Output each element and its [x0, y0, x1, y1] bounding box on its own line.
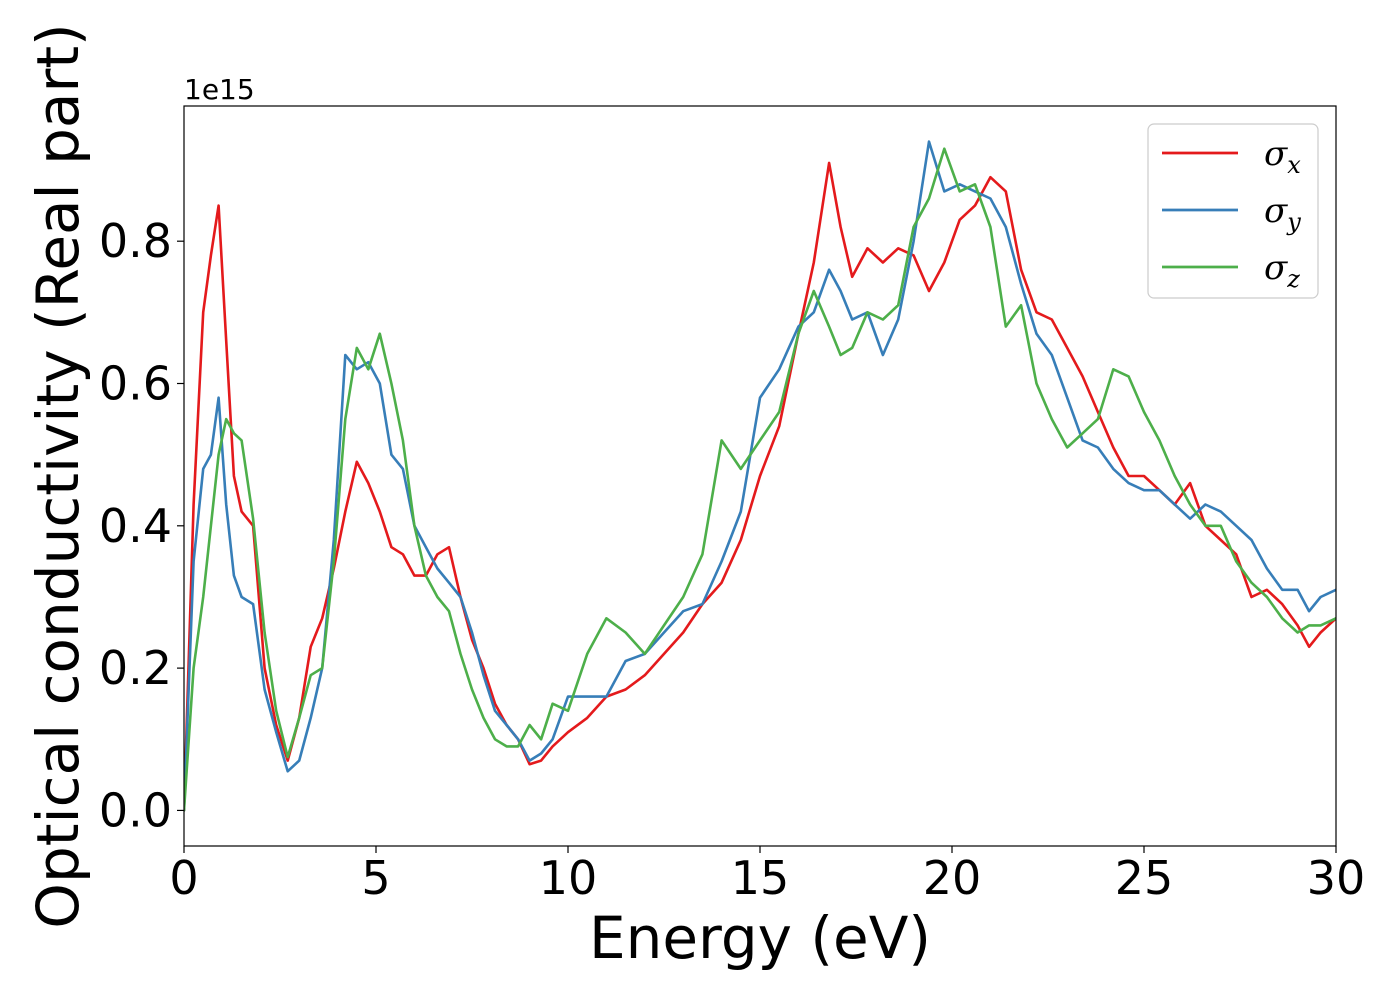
legend: σx σy σz	[1147, 123, 1319, 299]
x-tick-label: 30	[1307, 851, 1366, 905]
x-axis: 0 5 10 15 20 25 30	[169, 846, 1365, 905]
x-tick-label: 20	[923, 851, 982, 905]
x-tick-label: 5	[361, 851, 390, 905]
series-line-x	[184, 161, 1336, 812]
y-offset-label: 1e15	[184, 73, 255, 106]
y-tick-label: 0.6	[99, 357, 172, 411]
series-line-y	[184, 140, 1336, 812]
x-tick-label: 15	[731, 851, 790, 905]
x-tick-label: 10	[539, 851, 598, 905]
y-axis: 0.0 0.2 0.4 0.6 0.8	[99, 214, 184, 837]
legend-label-x: σx	[1264, 134, 1301, 179]
x-axis-title: Energy (eV)	[589, 904, 931, 972]
y-axis-title: Optical conductivity (Real part)	[24, 23, 92, 928]
y-tick-label: 0.0	[99, 783, 172, 837]
legend-label-y: σy	[1264, 191, 1301, 236]
x-tick-label: 0	[169, 851, 198, 905]
y-tick-label: 0.4	[99, 499, 172, 553]
series-line-z	[184, 147, 1336, 812]
y-tick-label: 0.2	[99, 641, 172, 695]
series-layer	[184, 140, 1336, 812]
y-tick-label: 0.8	[99, 214, 172, 268]
x-tick-label: 25	[1115, 851, 1174, 905]
legend-label-z: σz	[1264, 248, 1300, 293]
